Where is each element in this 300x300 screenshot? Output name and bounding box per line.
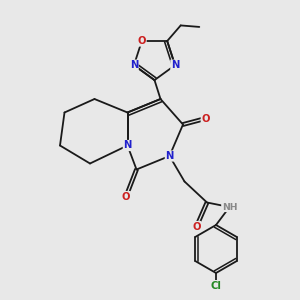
Text: N: N [171,60,179,70]
Text: O: O [122,191,130,202]
Text: O: O [201,113,210,124]
Text: O: O [192,221,201,232]
Text: N: N [165,151,174,161]
Text: O: O [138,36,146,46]
Text: NH: NH [222,202,237,211]
Text: Cl: Cl [211,280,221,291]
Text: N: N [130,60,138,70]
Text: N: N [123,140,132,151]
